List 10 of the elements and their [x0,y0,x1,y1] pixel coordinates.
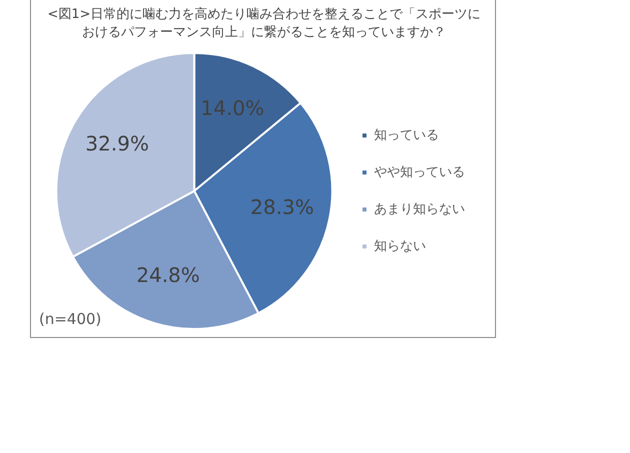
legend-label: やや知っている [374,164,465,180]
data-label: 28.3% [250,194,314,219]
data-label: 14.0% [200,96,264,120]
chart-title: <図1>日常的に噛む力を高めたり噛み合わせを整えることで「スポーツにおけるパフォーマンス向上」に繋がることを知っていますか？ [46,6,482,42]
data-label: 24.8% [136,263,200,288]
data-label: 32.9% [85,131,149,156]
legend-label: あまり知らない [374,202,465,217]
legend-label: 知らない [374,238,426,254]
legend-label: 知っている [374,128,439,143]
text: (n=400) [39,310,102,328]
